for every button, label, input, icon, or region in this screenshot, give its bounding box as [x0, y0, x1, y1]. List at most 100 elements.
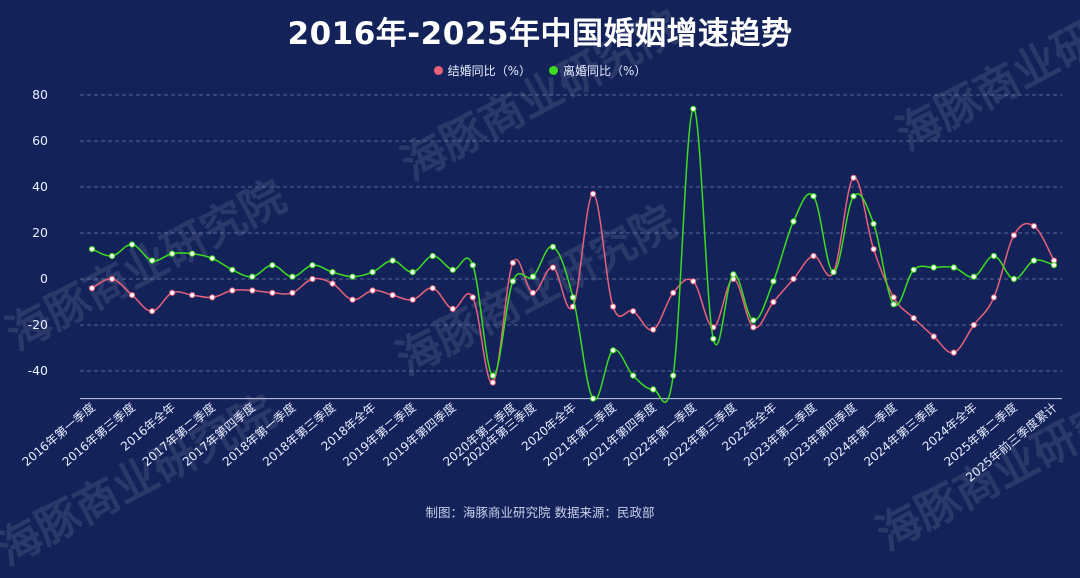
data-point-divorce	[229, 266, 236, 273]
legend-label-divorce: 离婚同比（%）	[563, 64, 647, 78]
data-point-marriage	[670, 289, 677, 296]
y-tick-label: -40	[28, 363, 48, 378]
data-point-divorce	[930, 264, 937, 271]
data-point-marriage	[469, 294, 476, 301]
data-point-divorce	[950, 264, 957, 271]
data-point-divorce	[970, 273, 977, 280]
data-point-marriage	[850, 174, 857, 181]
series-line-marriage	[91, 177, 1055, 384]
data-point-marriage	[1030, 223, 1038, 230]
data-point-marriage	[549, 264, 557, 271]
data-point-divorce	[329, 269, 336, 276]
legend-item-divorce[interactable]: 离婚同比（%）	[549, 62, 646, 79]
data-point-divorce	[810, 193, 817, 200]
data-point-divorce	[770, 278, 777, 285]
y-tick-label: 40	[32, 179, 48, 194]
y-tick-label: 20	[32, 225, 48, 240]
data-point-divorce	[870, 220, 877, 227]
data-point-marriage	[229, 287, 236, 294]
data-point-divorce	[249, 273, 256, 280]
data-point-marriage	[589, 190, 597, 197]
data-point-divorce	[650, 386, 657, 393]
data-point-marriage	[1010, 232, 1018, 239]
data-point-marriage	[189, 292, 196, 299]
y-tick-label: 80	[32, 87, 48, 102]
data-point-marriage	[169, 289, 176, 296]
data-point-divorce	[429, 252, 436, 260]
data-point-marriage	[349, 296, 356, 303]
x-tick-label: 2023年第四季度	[781, 399, 860, 469]
data-point-divorce	[890, 301, 897, 308]
data-point-marriage	[630, 308, 637, 315]
data-point-divorce	[1030, 257, 1038, 264]
data-point-divorce	[549, 243, 557, 250]
data-point-divorce	[730, 271, 737, 278]
x-tick-label: 2021年第四季度	[580, 399, 659, 469]
data-point-marriage	[269, 289, 276, 296]
data-point-marriage	[770, 298, 777, 306]
data-point-divorce	[309, 262, 316, 269]
legend-label-marriage: 结婚同比（%）	[447, 64, 531, 78]
x-tick-label: 2018年第一季度	[219, 399, 298, 469]
data-point-marriage	[690, 278, 697, 285]
data-point-divorce	[369, 269, 376, 276]
data-point-divorce	[209, 255, 216, 262]
data-point-divorce	[149, 257, 156, 264]
data-point-divorce	[289, 273, 296, 280]
y-tick-label: -20	[28, 317, 48, 332]
data-point-divorce	[269, 262, 276, 269]
data-point-marriage	[369, 287, 376, 294]
data-point-divorce	[1050, 262, 1058, 269]
data-point-divorce	[589, 395, 597, 402]
data-point-marriage	[489, 379, 496, 386]
x-tick-label: 2023年第二季度	[740, 399, 819, 469]
x-tick-label: 2022年第一季度	[620, 399, 699, 469]
x-tick-label: 2024年第三季度	[861, 399, 940, 469]
x-tick-label: 2019年第二季度	[340, 399, 419, 469]
data-point-marriage	[289, 289, 296, 296]
data-point-divorce	[349, 273, 356, 280]
series-line-divorce	[91, 108, 1055, 404]
data-point-marriage	[329, 280, 336, 287]
data-point-marriage	[409, 296, 416, 303]
data-point-divorce	[690, 105, 697, 112]
data-point-divorce	[469, 262, 476, 269]
legend-marker-divorce	[549, 66, 558, 75]
data-point-marriage	[870, 246, 877, 253]
data-point-marriage	[429, 285, 436, 292]
data-point-marriage	[509, 259, 516, 266]
legend-marker-marriage	[433, 66, 443, 75]
chart-title: 2016年-2025年中国婚姻增速趋势	[287, 16, 793, 52]
data-point-divorce	[710, 335, 717, 342]
data-point-marriage	[389, 292, 396, 299]
source-note: 制图：海豚商业研究院 数据来源：民政部	[425, 505, 655, 520]
data-point-divorce	[910, 266, 917, 273]
data-point-divorce	[489, 372, 496, 379]
data-point-divorce	[670, 372, 677, 379]
data-point-divorce	[750, 317, 757, 324]
data-point-divorce	[630, 372, 637, 379]
data-point-marriage	[128, 292, 136, 299]
x-tick-label: 2021年第二季度	[540, 399, 619, 469]
x-tick-label: 2016年第三季度	[59, 399, 138, 469]
data-point-marriage	[249, 287, 256, 294]
data-point-divorce	[189, 250, 196, 257]
data-point-divorce	[830, 269, 837, 276]
x-tick-label: 2018年第三季度	[259, 399, 338, 469]
data-point-marriage	[650, 326, 657, 333]
data-point-divorce	[790, 218, 797, 225]
data-point-divorce	[609, 347, 617, 354]
data-point-marriage	[609, 303, 617, 310]
data-point-divorce	[108, 252, 116, 260]
y-tick-label: 60	[32, 133, 48, 148]
data-point-divorce	[529, 273, 537, 280]
data-point-marriage	[449, 305, 456, 312]
data-point-divorce	[409, 269, 416, 276]
data-point-marriage	[108, 275, 116, 283]
data-point-divorce	[509, 278, 516, 285]
legend-item-marriage[interactable]: 结婚同比（%）	[433, 62, 531, 79]
data-point-marriage	[810, 252, 817, 260]
data-point-marriage	[88, 285, 96, 292]
x-tick-label: 2016年第一季度	[19, 399, 98, 469]
data-point-marriage	[209, 294, 216, 301]
